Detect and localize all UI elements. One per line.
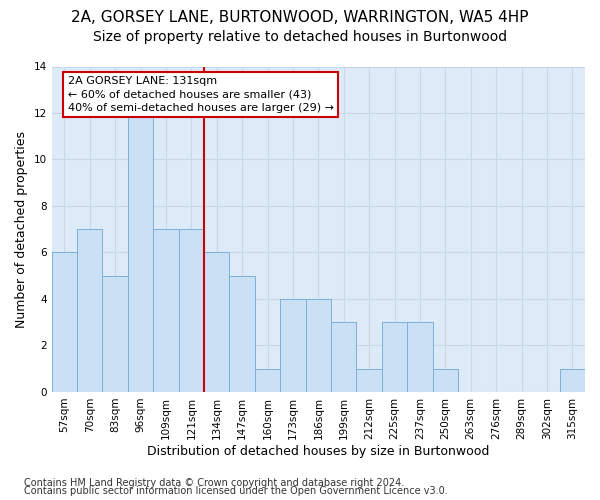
Text: Contains public sector information licensed under the Open Government Licence v3: Contains public sector information licen… — [24, 486, 448, 496]
Bar — [153, 229, 179, 392]
Bar — [229, 276, 255, 392]
Bar — [382, 322, 407, 392]
Bar — [204, 252, 229, 392]
Bar — [305, 299, 331, 392]
Y-axis label: Number of detached properties: Number of detached properties — [15, 130, 28, 328]
Bar — [103, 276, 128, 392]
Bar — [280, 299, 305, 392]
Text: 2A GORSEY LANE: 131sqm
← 60% of detached houses are smaller (43)
40% of semi-det: 2A GORSEY LANE: 131sqm ← 60% of detached… — [68, 76, 334, 112]
Bar — [433, 368, 458, 392]
Text: 2A, GORSEY LANE, BURTONWOOD, WARRINGTON, WA5 4HP: 2A, GORSEY LANE, BURTONWOOD, WARRINGTON,… — [71, 10, 529, 25]
X-axis label: Distribution of detached houses by size in Burtonwood: Distribution of detached houses by size … — [147, 444, 490, 458]
Bar — [356, 368, 382, 392]
Bar — [128, 113, 153, 392]
Bar — [560, 368, 585, 392]
Bar — [52, 252, 77, 392]
Bar — [179, 229, 204, 392]
Bar — [77, 229, 103, 392]
Text: Size of property relative to detached houses in Burtonwood: Size of property relative to detached ho… — [93, 30, 507, 44]
Text: Contains HM Land Registry data © Crown copyright and database right 2024.: Contains HM Land Registry data © Crown c… — [24, 478, 404, 488]
Bar — [255, 368, 280, 392]
Bar — [331, 322, 356, 392]
Bar — [407, 322, 433, 392]
